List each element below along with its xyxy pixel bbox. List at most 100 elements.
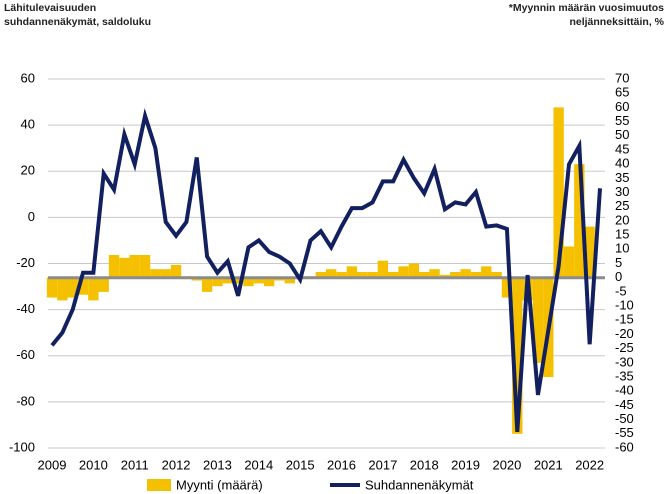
bar — [315, 272, 326, 278]
y2-tick-label: 25 — [615, 198, 629, 213]
bar — [450, 272, 461, 278]
y2-tick-label: 60 — [615, 99, 629, 114]
y-tick-label: 60 — [21, 70, 35, 85]
y-tick-label: 0 — [28, 209, 35, 224]
bar — [129, 254, 140, 278]
x-tick-label: 2017 — [368, 457, 397, 472]
bar — [326, 269, 337, 278]
x-tick-label: 2012 — [162, 457, 191, 472]
y2-tick-label: 10 — [615, 241, 629, 256]
y2-tick-label: -50 — [615, 411, 634, 426]
bar — [532, 277, 544, 363]
bar — [263, 277, 275, 287]
y2-tick-label: 70 — [615, 70, 629, 85]
y2-tick-label: -20 — [615, 326, 634, 341]
bar — [108, 254, 120, 278]
bar — [563, 246, 575, 278]
x-tick-label: 2014 — [244, 457, 273, 472]
y2-tick-label: 35 — [615, 170, 629, 185]
y2-tick-label: -35 — [615, 368, 634, 383]
bar — [160, 269, 171, 278]
x-tick-label: 2013 — [203, 457, 232, 472]
y-tick-label: -80 — [16, 393, 35, 408]
x-tick-label: 2021 — [534, 457, 563, 472]
y2-tick-label: 50 — [615, 127, 629, 142]
y2-tick-label: 55 — [615, 113, 629, 128]
bar — [429, 269, 440, 278]
x-tick-label: 2015 — [286, 457, 315, 472]
y2-tick-label: -15 — [615, 312, 634, 327]
bar — [46, 277, 58, 298]
bar — [150, 269, 161, 278]
bar — [408, 263, 420, 278]
y2-tick-label: 65 — [615, 85, 629, 100]
y2-tick-label: 20 — [615, 212, 629, 227]
y-tick-label: -100 — [9, 439, 35, 454]
y2-tick-label: 45 — [615, 141, 629, 156]
y2-tick-label: 30 — [615, 184, 629, 199]
bar — [336, 272, 347, 278]
bar — [574, 164, 585, 278]
bar — [501, 277, 513, 298]
y-tick-label: -60 — [16, 347, 35, 362]
x-tick-label: 2019 — [451, 457, 480, 472]
bar — [481, 266, 492, 278]
bar — [584, 226, 595, 278]
bar — [119, 257, 130, 278]
bar — [388, 272, 399, 278]
chart-title: suhdannenäkymät, saldoluku — [4, 16, 151, 28]
y2-tick-label: -10 — [615, 298, 634, 313]
bar — [170, 264, 182, 278]
y2-tick-label: -60 — [615, 439, 634, 454]
bar — [377, 260, 389, 278]
bar — [57, 277, 68, 301]
y2-tick-label: 15 — [615, 227, 629, 242]
chart-title: Lähitulevaisuuden — [4, 2, 96, 14]
x-tick-label: 2011 — [121, 457, 149, 472]
legend-swatch — [147, 479, 171, 491]
y2-tick-label: -55 — [615, 425, 634, 440]
y-tick-label: 40 — [21, 117, 35, 132]
bar — [460, 269, 471, 278]
x-tick-label: 2016 — [327, 457, 356, 472]
x-tick-label: 2010 — [79, 457, 108, 472]
bar — [88, 277, 99, 301]
bar — [253, 277, 264, 284]
y-tick-label: 20 — [21, 163, 35, 178]
legend-label: Suhdannenäkymät — [365, 477, 474, 492]
legend-label: Myynti (määrä) — [176, 477, 263, 492]
y-tick-label: -20 — [16, 255, 35, 270]
bar — [398, 266, 409, 278]
bar — [491, 272, 502, 278]
y2-tick-label: -45 — [615, 397, 634, 412]
x-tick-label: 2020 — [492, 457, 521, 472]
y2-tick-label: 5 — [615, 255, 622, 270]
x-tick-label: 2009 — [38, 457, 67, 472]
y2-tick-label: 40 — [615, 156, 629, 171]
y2-tick-label: -25 — [615, 340, 634, 355]
line — [50, 108, 602, 432]
bar — [77, 277, 89, 295]
chart-note: neljänneksittäin, % — [569, 16, 664, 28]
bar — [222, 277, 233, 284]
bar — [470, 272, 482, 278]
y2-tick-label: -40 — [615, 383, 634, 398]
bar — [139, 254, 151, 278]
bar — [553, 107, 564, 278]
y2-tick-label: -30 — [615, 354, 634, 369]
bar — [512, 277, 523, 434]
y-tick-label: -40 — [16, 301, 35, 316]
x-tick-label: 2018 — [410, 457, 439, 472]
bar — [243, 277, 254, 287]
y2-tick-label: -5 — [615, 283, 627, 298]
y2-tick-label: 0 — [615, 269, 622, 284]
bar — [232, 277, 244, 284]
bar — [212, 277, 223, 287]
bar — [419, 272, 430, 278]
bar — [67, 277, 78, 298]
bar — [357, 272, 368, 278]
chart-note: *Myynnin määrän vuosimuutos — [509, 2, 664, 14]
bar — [284, 277, 295, 284]
